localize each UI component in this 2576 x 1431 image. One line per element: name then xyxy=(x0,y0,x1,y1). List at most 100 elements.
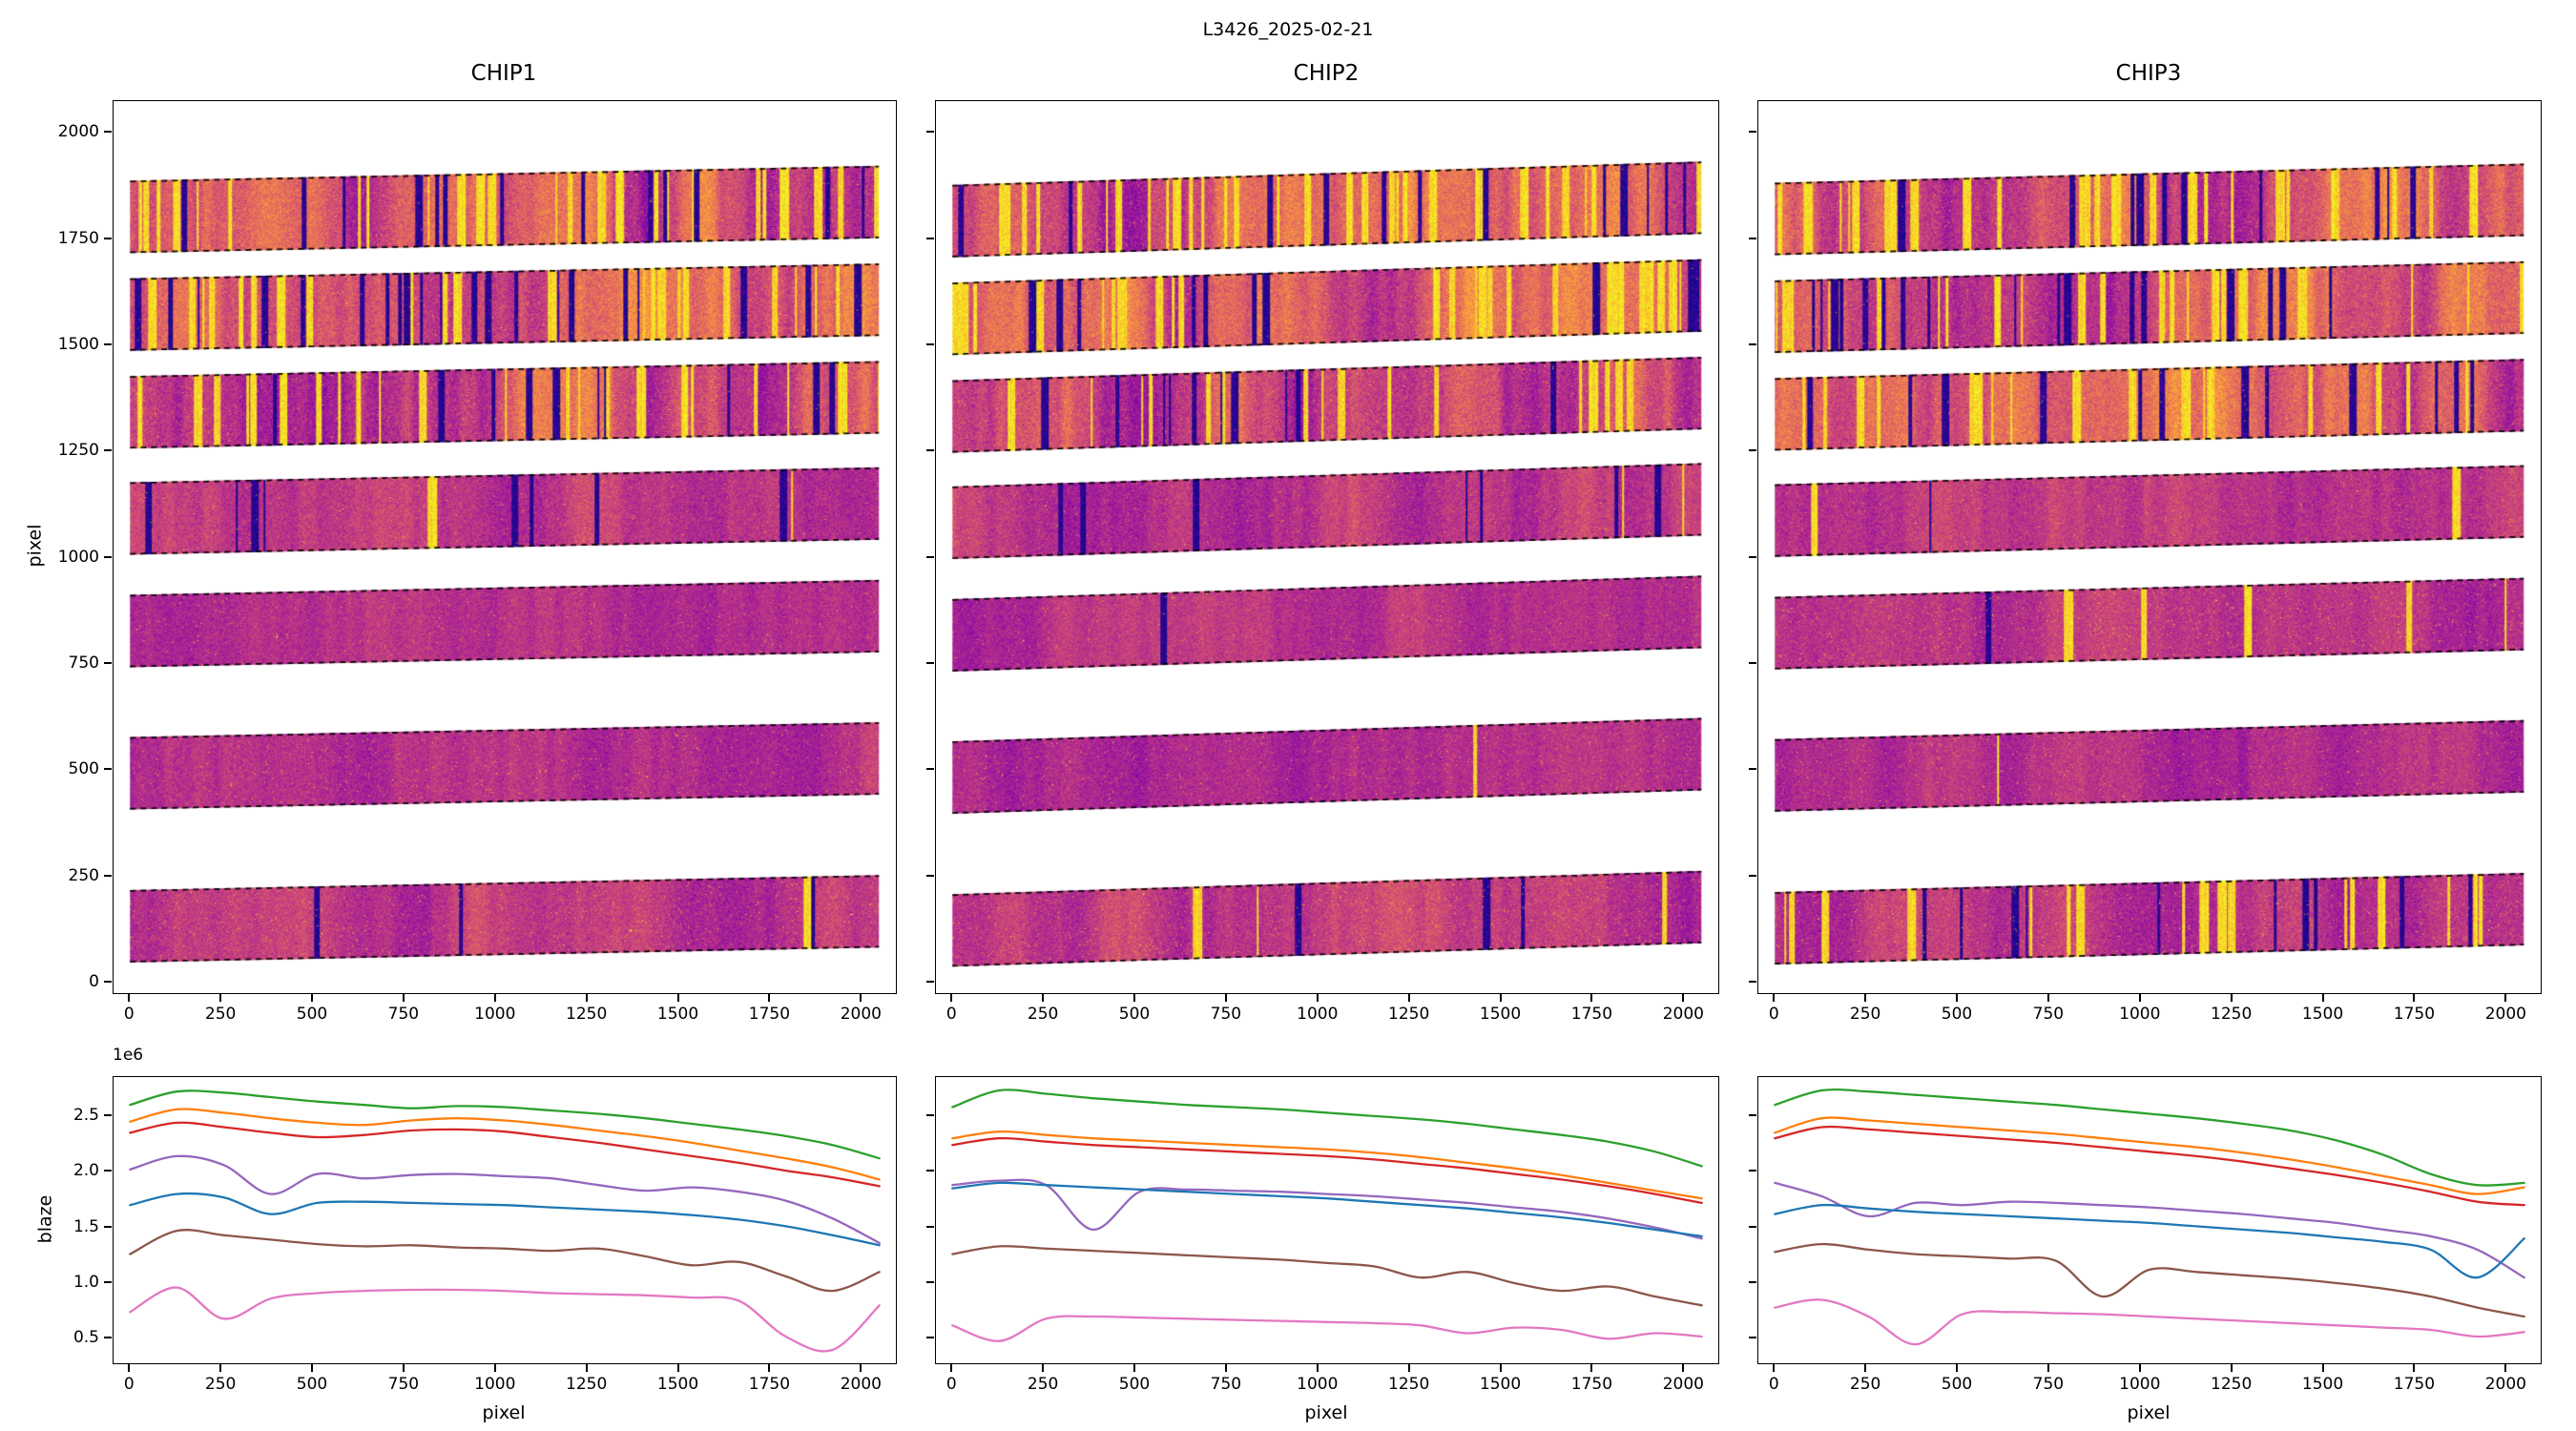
x-tick-label: 1750 xyxy=(748,1005,791,1024)
chip2-orders-image xyxy=(936,101,1718,993)
chip1-blaze-chart xyxy=(129,1089,881,1353)
blaze-series-purple xyxy=(1774,1181,2525,1279)
x-tick-mark xyxy=(1590,994,1593,1002)
x-tick-mark xyxy=(2413,1364,2416,1372)
x-tick-label: 250 xyxy=(1027,1375,1059,1394)
chip1-blaze-plot xyxy=(113,1076,897,1364)
x-tick-mark xyxy=(768,994,771,1002)
x-tick-mark xyxy=(1042,994,1045,1002)
x-tick-label: 750 xyxy=(387,1005,420,1024)
x-tick-mark xyxy=(1499,994,1502,1002)
x-tick-label: 500 xyxy=(1118,1375,1151,1394)
blaze-series-orange xyxy=(129,1108,881,1181)
x-tick-mark xyxy=(2413,994,2416,1002)
x-tick-mark xyxy=(676,994,679,1002)
chip2-x-axis-label: pixel xyxy=(1304,1402,1348,1423)
x-tick-label: 0 xyxy=(1768,1375,1779,1394)
x-tick-label: 750 xyxy=(387,1375,420,1394)
blaze-series-pink xyxy=(129,1286,881,1353)
y-tick-mark xyxy=(1749,555,1756,558)
y-tick-mark xyxy=(1749,768,1756,771)
y-tick-mark xyxy=(1749,1337,1756,1339)
x-tick-label: 250 xyxy=(1849,1375,1881,1394)
y-tick-mark xyxy=(104,1170,112,1172)
x-tick-label: 250 xyxy=(1027,1005,1059,1024)
x-tick-label: 750 xyxy=(2032,1375,2065,1394)
y-tick-mark xyxy=(1749,980,1756,983)
x-tick-mark xyxy=(402,994,405,1002)
y-tick-mark xyxy=(926,1337,934,1339)
x-tick-mark xyxy=(311,994,314,1002)
y-tick-label: 500 xyxy=(68,759,99,779)
x-tick-mark xyxy=(2504,994,2507,1002)
y-tick-mark xyxy=(926,343,934,345)
x-tick-mark xyxy=(1499,1364,1502,1372)
chip1-title: CHIP1 xyxy=(470,61,537,86)
y-tick-mark xyxy=(1749,237,1756,239)
x-tick-label: 500 xyxy=(1941,1005,1973,1024)
x-tick-label: 500 xyxy=(1118,1005,1151,1024)
x-tick-mark xyxy=(1682,994,1685,1002)
x-tick-label: 2000 xyxy=(840,1375,882,1394)
chip3-title: CHIP3 xyxy=(2115,61,2182,86)
blaze-series-pink xyxy=(1774,1298,2525,1346)
y-tick-mark xyxy=(104,449,112,452)
x-tick-label: 1250 xyxy=(566,1005,608,1024)
x-tick-mark xyxy=(950,994,953,1002)
blaze-series-blue xyxy=(129,1192,881,1247)
x-tick-label: 1000 xyxy=(2119,1375,2161,1394)
x-tick-mark xyxy=(1864,1364,1867,1372)
y-tick-mark xyxy=(926,237,934,239)
x-tick-mark xyxy=(219,994,222,1002)
y-tick-label: 1000 xyxy=(57,547,99,567)
chip2-title: CHIP2 xyxy=(1293,61,1360,86)
chip3-x-axis-label: pixel xyxy=(2127,1402,2171,1423)
blaze-series-green xyxy=(129,1089,881,1160)
blaze-series-green xyxy=(951,1089,1703,1168)
blaze-series-purple xyxy=(951,1178,1703,1240)
y-tick-mark xyxy=(104,1337,112,1339)
x-tick-mark xyxy=(2504,1364,2507,1372)
x-tick-label: 1750 xyxy=(1570,1375,1613,1394)
x-tick-label: 1000 xyxy=(2119,1005,2161,1024)
y-tick-mark xyxy=(104,131,112,134)
y-tick-mark xyxy=(104,1113,112,1116)
y-tick-label: 1500 xyxy=(57,335,99,354)
y-tick-mark xyxy=(926,768,934,771)
x-tick-label: 1000 xyxy=(1297,1375,1339,1394)
x-tick-mark xyxy=(2230,994,2233,1002)
x-tick-mark xyxy=(1682,1364,1685,1372)
x-tick-mark xyxy=(1407,1364,1410,1372)
chip3-orders-image xyxy=(1758,101,2541,993)
y-tick-label: 1.5 xyxy=(73,1216,99,1236)
x-tick-mark xyxy=(128,1364,131,1372)
y-tick-label: 250 xyxy=(68,865,99,885)
chip1-orders-plot xyxy=(113,100,897,994)
y-tick-label: 1750 xyxy=(57,228,99,248)
x-tick-label: 2000 xyxy=(1662,1005,1704,1024)
y-tick-mark xyxy=(1749,449,1756,452)
figure-title: L3426_2025-02-21 xyxy=(1202,19,1374,40)
x-tick-label: 1500 xyxy=(1479,1005,1522,1024)
x-tick-label: 500 xyxy=(296,1375,328,1394)
y-tick-mark xyxy=(104,555,112,558)
x-tick-label: 500 xyxy=(1941,1375,1973,1394)
x-tick-mark xyxy=(676,1364,679,1372)
x-tick-mark xyxy=(585,1364,588,1372)
y-tick-mark xyxy=(926,1280,934,1283)
x-tick-label: 0 xyxy=(1768,1005,1779,1024)
y-tick-mark xyxy=(1749,1225,1756,1228)
chip2-orders-plot xyxy=(935,100,1719,994)
x-tick-mark xyxy=(1133,994,1136,1002)
y-tick-mark xyxy=(1749,1280,1756,1283)
y-tick-mark xyxy=(926,449,934,452)
y-tick-label: 1.0 xyxy=(73,1272,99,1292)
x-tick-label: 250 xyxy=(204,1005,237,1024)
y-tick-mark xyxy=(1749,661,1756,664)
x-tick-label: 1500 xyxy=(2301,1005,2344,1024)
blaze-series-red xyxy=(129,1121,881,1188)
x-tick-label: 1250 xyxy=(566,1375,608,1394)
x-tick-mark xyxy=(402,1364,405,1372)
y-tick-mark xyxy=(104,237,112,239)
